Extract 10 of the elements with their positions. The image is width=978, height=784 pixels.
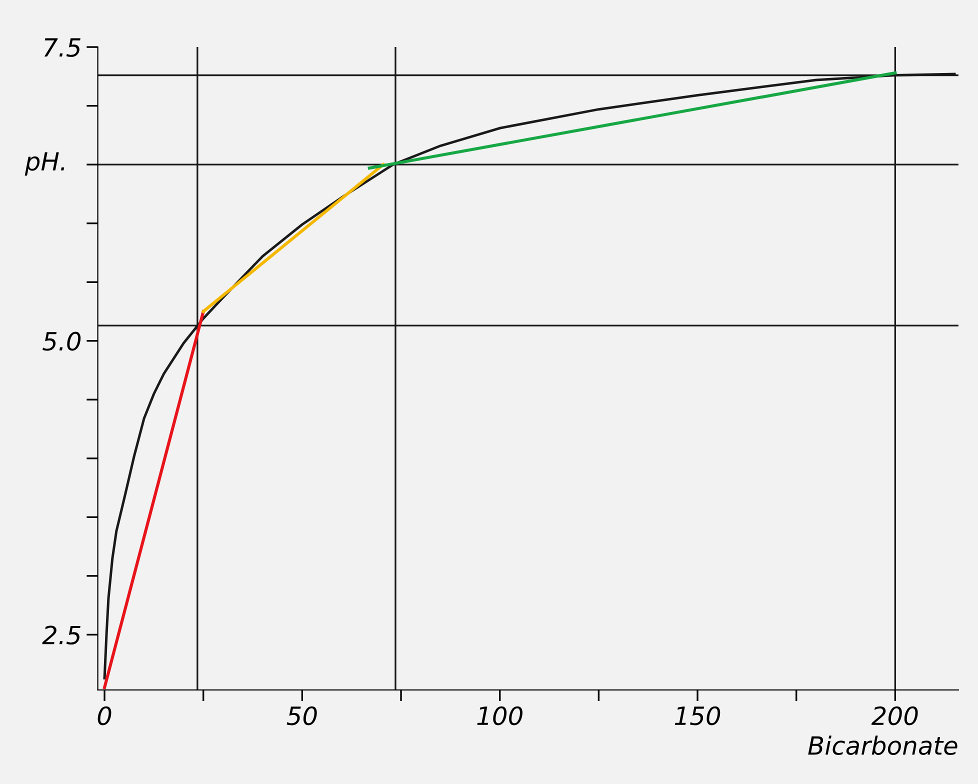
x-tick-label: 0 <box>98 706 112 726</box>
y-tick-label: 5.0 <box>42 332 81 351</box>
x-tick-label: 100 <box>477 706 522 726</box>
y-axis-title: pH. <box>24 152 64 176</box>
y-tick-label: 2.5 <box>42 626 80 645</box>
y-tick-label: 7.5 <box>44 38 80 57</box>
x-tick-label: 200 <box>871 706 918 726</box>
x-axis-title: Bicarbonate <box>808 736 958 755</box>
x-tick-label: 150 <box>674 706 720 726</box>
x-tick-label: 50 <box>286 706 317 726</box>
